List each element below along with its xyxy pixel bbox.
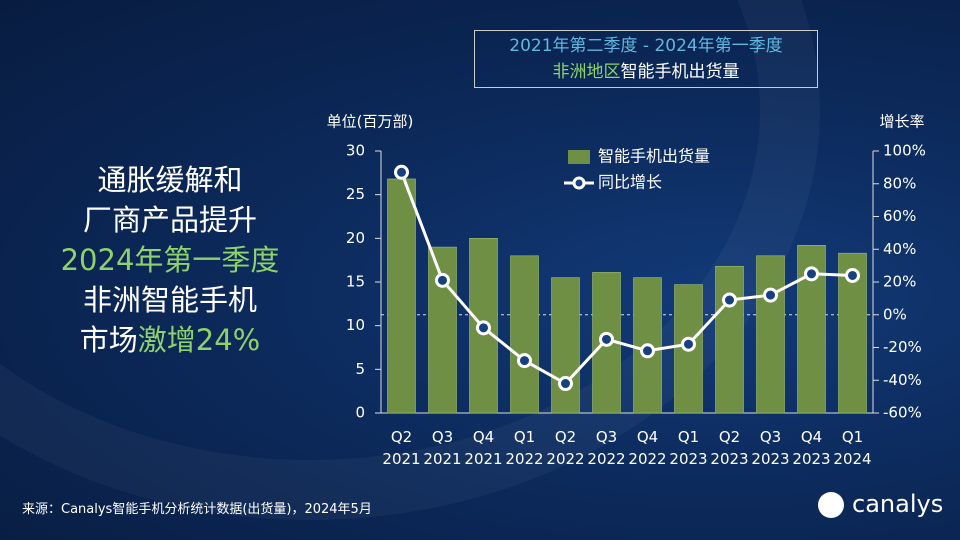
title-highlight: 非洲地区 [552,62,621,82]
headline-highlight: 激增24% [137,323,261,357]
y-tick-label: 0 [355,404,365,422]
legend-label: 同比增长 [598,173,662,192]
y2-tick-label: -60% [883,404,922,422]
bar [551,277,580,414]
x-tick-label: Q1 2022 [505,428,544,468]
x-tick-label: Q4 2021 [464,428,503,468]
y2-tick-label: 0% [883,305,907,323]
line-marker [804,266,819,282]
y-tick-label: 15 [346,273,365,291]
x-tick-label: Q3 2022 [587,428,626,468]
x-tick-label: Q1 2024 [833,428,872,468]
line-marker [599,331,614,347]
headline-line: 厂商产品提升 [82,203,257,237]
line-marker [722,292,737,308]
y2-axis-title: 增长率 [879,113,924,131]
legend-label: 智能手机出货量 [598,147,710,166]
title-text: 智能手机出货量 [620,62,740,82]
y2-tick-label: 80% [883,174,916,192]
x-tick-label: Q3 2021 [423,428,462,468]
line-marker [640,343,655,359]
chart-title: 2021年第二季度 - 2024年第一季度 非洲地区智能手机出货量 [474,30,818,88]
line-marker [394,164,409,180]
line [400,171,853,386]
bar [838,252,867,414]
y2-tick-label: 20% [883,273,916,291]
line-marker [558,376,573,392]
line-marker [517,353,532,369]
logo: canalys [852,490,944,518]
bar [756,255,785,414]
x-tick-label: Q4 2023 [792,428,831,468]
title-line: 非洲地区智能手机出货量 [475,59,817,85]
line-marker [476,320,491,336]
headline-line: 通胀缓解和 [97,163,243,197]
bar [428,246,457,414]
line-marker [845,267,860,283]
y-axis-title: 单位(百万部) [327,113,414,131]
headline-line: 市场激增24% [40,320,300,360]
x-tick-label: Q1 2023 [669,428,708,468]
x-tick-label: Q3 2023 [751,428,790,468]
y-tick-label: 25 [346,185,365,203]
bar [510,255,539,414]
logo-icon [818,492,844,518]
y2-tick-label: 60% [883,207,916,225]
headline-text: 市场 [79,323,138,357]
headline-line: 2024年第一季度 [60,243,280,277]
y2-tick-label: 100% [883,142,926,160]
y2-tick-label: -20% [883,338,922,356]
bar [715,265,744,414]
bar [387,178,416,414]
x-tick-label: Q4 2022 [628,428,667,468]
line-marker [435,272,450,288]
y2-tick-label: -40% [883,371,922,389]
title-line: 2021年第二季度 - 2024年第一季度 [509,36,783,56]
x-tick-label: Q2 2021 [382,428,421,468]
headline-line: 非洲智能手机 [82,283,257,317]
headline: 通胀缓解和 厂商产品提升 2024年第一季度 非洲智能手机 市场激增24% [40,160,300,360]
y-tick-label: 30 [346,142,365,160]
y2-tick-label: 40% [883,240,916,258]
legend-swatch [572,176,586,190]
y-tick-label: 5 [355,360,365,378]
line-marker [763,287,778,303]
line-marker [681,336,696,352]
x-tick-label: Q2 2023 [710,428,749,468]
y-tick-label: 10 [346,316,365,334]
y-tick-label: 20 [346,229,365,247]
legend-swatch [568,150,590,164]
x-tick-label: Q2 2022 [546,428,585,468]
source-note: 来源：Canalys智能手机分析统计数据(出货量)，2024年5月 [22,502,372,517]
